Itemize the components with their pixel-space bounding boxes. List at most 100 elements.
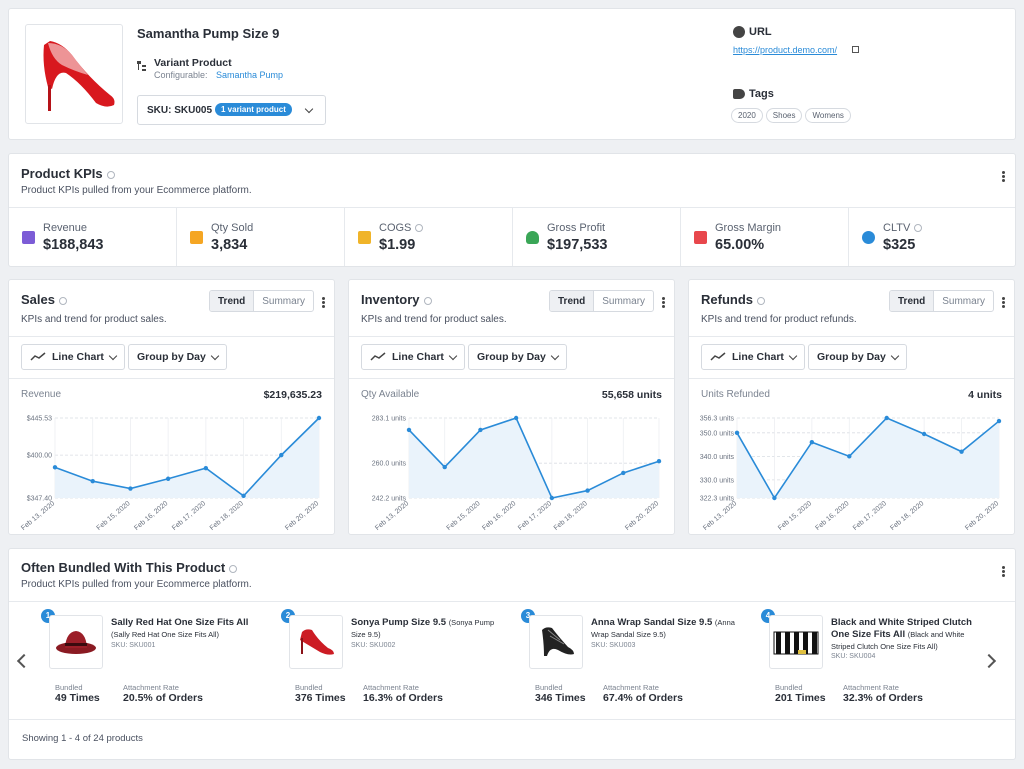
bundled-product[interactable]: 1 Sally Red Hat One Size Fits All (Sally…: [37, 609, 267, 709]
sku-selector[interactable]: SKU: SKU005 1 variant product: [137, 95, 326, 125]
chart-type-dropdown[interactable]: Line Chart: [701, 344, 805, 370]
info-icon[interactable]: [415, 224, 424, 233]
more-menu-icon[interactable]: [321, 296, 325, 309]
data-point[interactable]: [513, 415, 519, 421]
kpi-label: Revenue: [43, 222, 88, 234]
bundled-product-title[interactable]: Anna Wrap Sandal Size 9.5 (Anna Wrap San…: [591, 617, 741, 641]
data-point[interactable]: [406, 427, 412, 433]
bundled-product[interactable]: 4 Black and White Striped Clutch One Siz…: [757, 609, 987, 709]
more-menu-icon[interactable]: [1001, 170, 1005, 183]
data-point[interactable]: [316, 415, 322, 421]
summary-tab[interactable]: Summary: [602, 295, 646, 307]
product-thumbnail[interactable]: [529, 615, 583, 669]
series-area: [737, 418, 999, 498]
bundled-subtitle: Product KPIs pulled from your Ecommerce …: [21, 579, 252, 590]
bundled-product[interactable]: 2 Sonya Pump Size 9.5 (Sonya Pump Size 9…: [277, 609, 507, 709]
data-point[interactable]: [279, 452, 284, 458]
product-thumbnail[interactable]: [769, 615, 823, 669]
kpi-label: Gross Profit: [547, 222, 606, 234]
x-tick-label: Feb 18, 2020: [553, 500, 589, 532]
bundled-label: Bundled: [775, 683, 803, 692]
data-point[interactable]: [241, 493, 246, 499]
cltv-icon: [862, 231, 875, 244]
bundled-product-title[interactable]: Black and White Striped Clutch One Size …: [831, 617, 981, 653]
bundled-product-title[interactable]: Sally Red Hat One Size Fits All (Sally R…: [111, 617, 261, 641]
group-by-dropdown[interactable]: Group by Day: [468, 344, 567, 370]
external-link-icon[interactable]: [852, 46, 859, 53]
chevron-down-icon: [788, 351, 798, 360]
product-name: Black and White Striped Clutch One Size …: [831, 617, 972, 640]
group-by-label: Group by Day: [817, 351, 886, 363]
product-header-card: Samantha Pump Size 9 Variant Product Con…: [8, 8, 1016, 140]
data-point[interactable]: [809, 440, 815, 445]
hierarchy-icon: [137, 60, 147, 71]
trend-tab[interactable]: Trend: [210, 291, 255, 311]
data-point[interactable]: [128, 486, 133, 491]
x-tick-label: Feb 20, 2020: [284, 500, 320, 532]
more-menu-icon[interactable]: [1001, 296, 1005, 309]
chart-type-dropdown[interactable]: Line Chart: [361, 344, 465, 370]
info-icon[interactable]: [757, 296, 765, 305]
x-tick-label: Feb 16, 2020: [814, 500, 850, 532]
data-point[interactable]: [549, 495, 555, 501]
summary-tab[interactable]: Summary: [262, 295, 306, 307]
data-point[interactable]: [203, 465, 209, 471]
trend-tab[interactable]: Trend: [890, 291, 935, 311]
kpi-gross-margin: Gross Margin 65.00%: [681, 208, 849, 266]
chart-type-dropdown[interactable]: Line Chart: [21, 344, 125, 370]
kpi-label: COGS: [379, 222, 424, 234]
panel-subtitle: KPIs and trend for product sales.: [21, 314, 167, 325]
more-menu-icon[interactable]: [1001, 565, 1005, 578]
summary-tab[interactable]: Summary: [942, 295, 986, 307]
tag-chip[interactable]: Shoes: [765, 108, 803, 123]
data-point[interactable]: [621, 470, 626, 476]
bundled-label: Bundled: [295, 683, 323, 692]
info-icon[interactable]: [914, 224, 923, 233]
data-point[interactable]: [656, 459, 662, 464]
info-icon[interactable]: [423, 296, 432, 305]
kpi-value: 3,834: [211, 237, 248, 253]
configurable-link[interactable]: Samantha Pump: [216, 70, 284, 80]
x-tick-label: Feb 20, 2020: [624, 500, 660, 532]
panel-title: Sales: [21, 292, 67, 307]
x-tick-label: Feb 15, 2020: [96, 500, 132, 532]
product-thumbnail[interactable]: [289, 615, 343, 669]
bundled-product[interactable]: 3 Anna Wrap Sandal Size 9.5 (Anna Wrap S…: [517, 609, 747, 709]
x-tick-label: Feb 13, 2020: [374, 500, 410, 532]
line-chart: 356.3 units 350.0 units 340.0 units 330.0 u…: [700, 415, 1002, 532]
data-point[interactable]: [847, 454, 852, 459]
info-icon[interactable]: [229, 564, 238, 573]
panel-subtitle: KPIs and trend for product sales.: [361, 314, 507, 325]
group-by-dropdown[interactable]: Group by Day: [128, 344, 227, 370]
product-thumbnail[interactable]: [49, 615, 103, 669]
attachment-rate-value: 20.5% of Orders: [123, 692, 203, 704]
data-point[interactable]: [585, 488, 590, 493]
data-point[interactable]: [734, 430, 740, 436]
tag-chip[interactable]: 2020: [731, 108, 763, 123]
data-point[interactable]: [884, 415, 889, 421]
kpi-label-text: CLTV: [883, 222, 911, 234]
data-point[interactable]: [52, 465, 58, 470]
chevron-down-icon: [108, 351, 118, 360]
bundled-product-title[interactable]: Sonya Pump Size 9.5 (Sonya Pump Size 9.5…: [351, 617, 501, 641]
data-point[interactable]: [442, 464, 447, 470]
chevron-down-icon: [304, 104, 314, 114]
more-menu-icon[interactable]: [661, 296, 665, 309]
data-point[interactable]: [478, 427, 483, 433]
data-point[interactable]: [90, 479, 95, 484]
view-toggle: Trend Summary: [889, 290, 995, 312]
data-point[interactable]: [996, 418, 1002, 424]
data-point[interactable]: [921, 431, 927, 437]
data-point[interactable]: [959, 449, 964, 454]
info-icon[interactable]: [106, 170, 115, 179]
carousel-prev-button[interactable]: [16, 653, 32, 669]
line-chart-icon: [370, 352, 386, 361]
group-by-dropdown[interactable]: Group by Day: [808, 344, 907, 370]
panel-subtitle: KPIs and trend for product refunds.: [701, 314, 857, 325]
trend-tab[interactable]: Trend: [550, 291, 595, 311]
data-point[interactable]: [772, 495, 777, 501]
tag-chip[interactable]: Womens: [805, 108, 851, 123]
product-url-link[interactable]: https://product.demo.com/: [733, 45, 838, 55]
data-point[interactable]: [165, 476, 171, 481]
info-icon[interactable]: [58, 296, 67, 305]
